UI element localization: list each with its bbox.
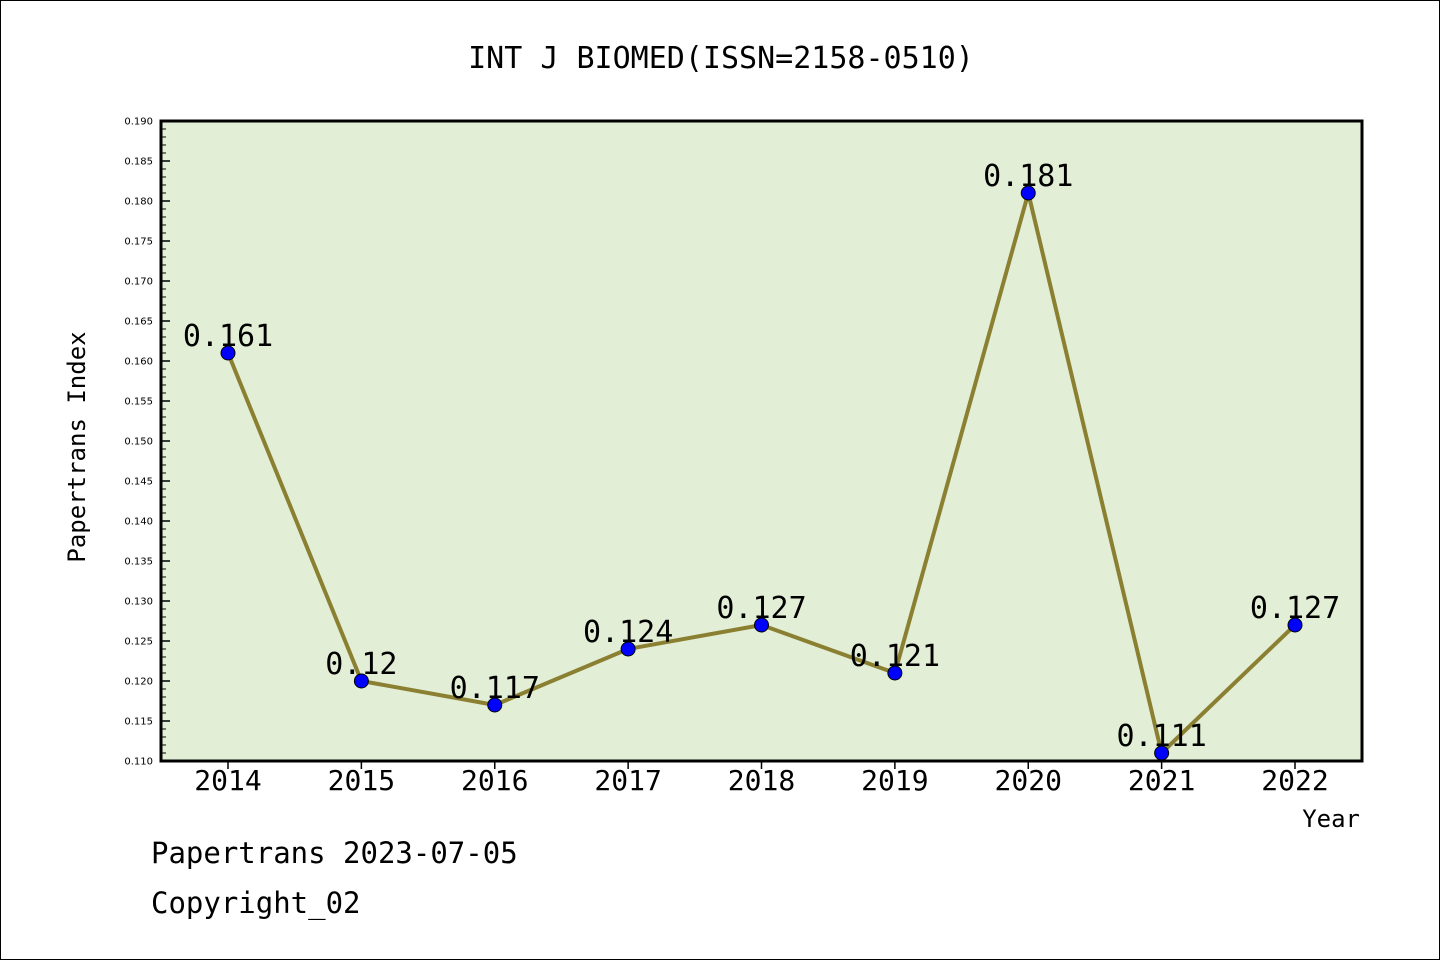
plot-area xyxy=(161,121,1362,761)
data-point-2022 xyxy=(1287,617,1303,633)
footer-date: Papertrans 2023-07-05 xyxy=(151,836,518,870)
data-point-2018 xyxy=(754,617,769,633)
data-markers xyxy=(220,185,1303,761)
x-tick-label: 2019 xyxy=(861,764,928,797)
x-tick-label: 2020 xyxy=(995,764,1062,797)
y-tick-label: 0.190 xyxy=(124,117,153,128)
y-tick-label: 0.165 xyxy=(124,317,153,328)
data-label-2019: 0.121 xyxy=(850,639,940,674)
x-tick-label: 2022 xyxy=(1261,764,1328,797)
plot-border xyxy=(159,119,1364,763)
y-axis: 0.110 0.115 0.120 0.125 0.130 0.135 0.140 0.145… xyxy=(124,117,170,768)
data-point-2016 xyxy=(487,697,503,713)
x-tick-label: 2017 xyxy=(594,764,661,797)
x-axis: 2014 2015 2016 2017 2018 2019 2020 2021 2022 xyxy=(194,761,1329,797)
y-tick-label: 0.110 xyxy=(124,757,153,768)
chart-title: INT J BIOMED(ISSN=2158-0510) xyxy=(468,41,974,76)
x-tick-label: 2016 xyxy=(461,764,528,797)
y-tick-label: 0.155 xyxy=(124,397,153,408)
data-point-2014 xyxy=(220,345,236,361)
y-tick-label: 0.140 xyxy=(124,517,153,528)
data-label-2021: 0.111 xyxy=(1116,719,1206,754)
y-tick-label: 0.180 xyxy=(124,197,153,208)
y-tick-label: 0.145 xyxy=(124,477,153,488)
x-tick-label: 2021 xyxy=(1128,764,1195,797)
x-axis-label: Year xyxy=(1302,805,1360,833)
footer-copyright: Copyright_02 xyxy=(151,886,361,920)
x-tick-label: 2014 xyxy=(194,764,261,797)
data-label-2016: 0.117 xyxy=(450,671,540,706)
y-tick-label: 0.130 xyxy=(124,597,153,608)
data-label-2018: 0.127 xyxy=(716,591,806,626)
x-tick-label: 2015 xyxy=(328,764,395,797)
y-tick-label: 0.150 xyxy=(124,437,153,448)
y-tick-label: 0.170 xyxy=(124,277,153,288)
data-point-2019 xyxy=(887,665,903,681)
data-label-2014: 0.161 xyxy=(183,319,273,354)
y-tick-label: 0.135 xyxy=(124,557,153,568)
data-label-2015: 0.12 xyxy=(325,647,397,682)
y-tick-label: 0.175 xyxy=(124,237,153,248)
x-tick-label: 2018 xyxy=(728,764,795,797)
y-tick-label: 0.160 xyxy=(124,357,153,368)
data-label-2017: 0.124 xyxy=(583,615,673,650)
data-point-2020 xyxy=(1020,185,1036,201)
data-label-2022: 0.127 xyxy=(1250,591,1340,626)
y-tick-label: 0.120 xyxy=(124,677,153,688)
y-tick-label: 0.185 xyxy=(124,157,153,168)
data-label-2020: 0.181 xyxy=(983,159,1073,194)
data-labels: 0.161 0.12 0.117 0.124 0.127 0.121 0.181 0.111 0… xyxy=(183,159,1340,754)
y-tick-label: 0.125 xyxy=(124,637,153,648)
data-point-2017 xyxy=(620,641,636,657)
y-tick-label: 0.115 xyxy=(124,717,153,728)
y-axis-label: Papertrans Index xyxy=(63,331,91,562)
data-point-2015 xyxy=(353,673,369,689)
